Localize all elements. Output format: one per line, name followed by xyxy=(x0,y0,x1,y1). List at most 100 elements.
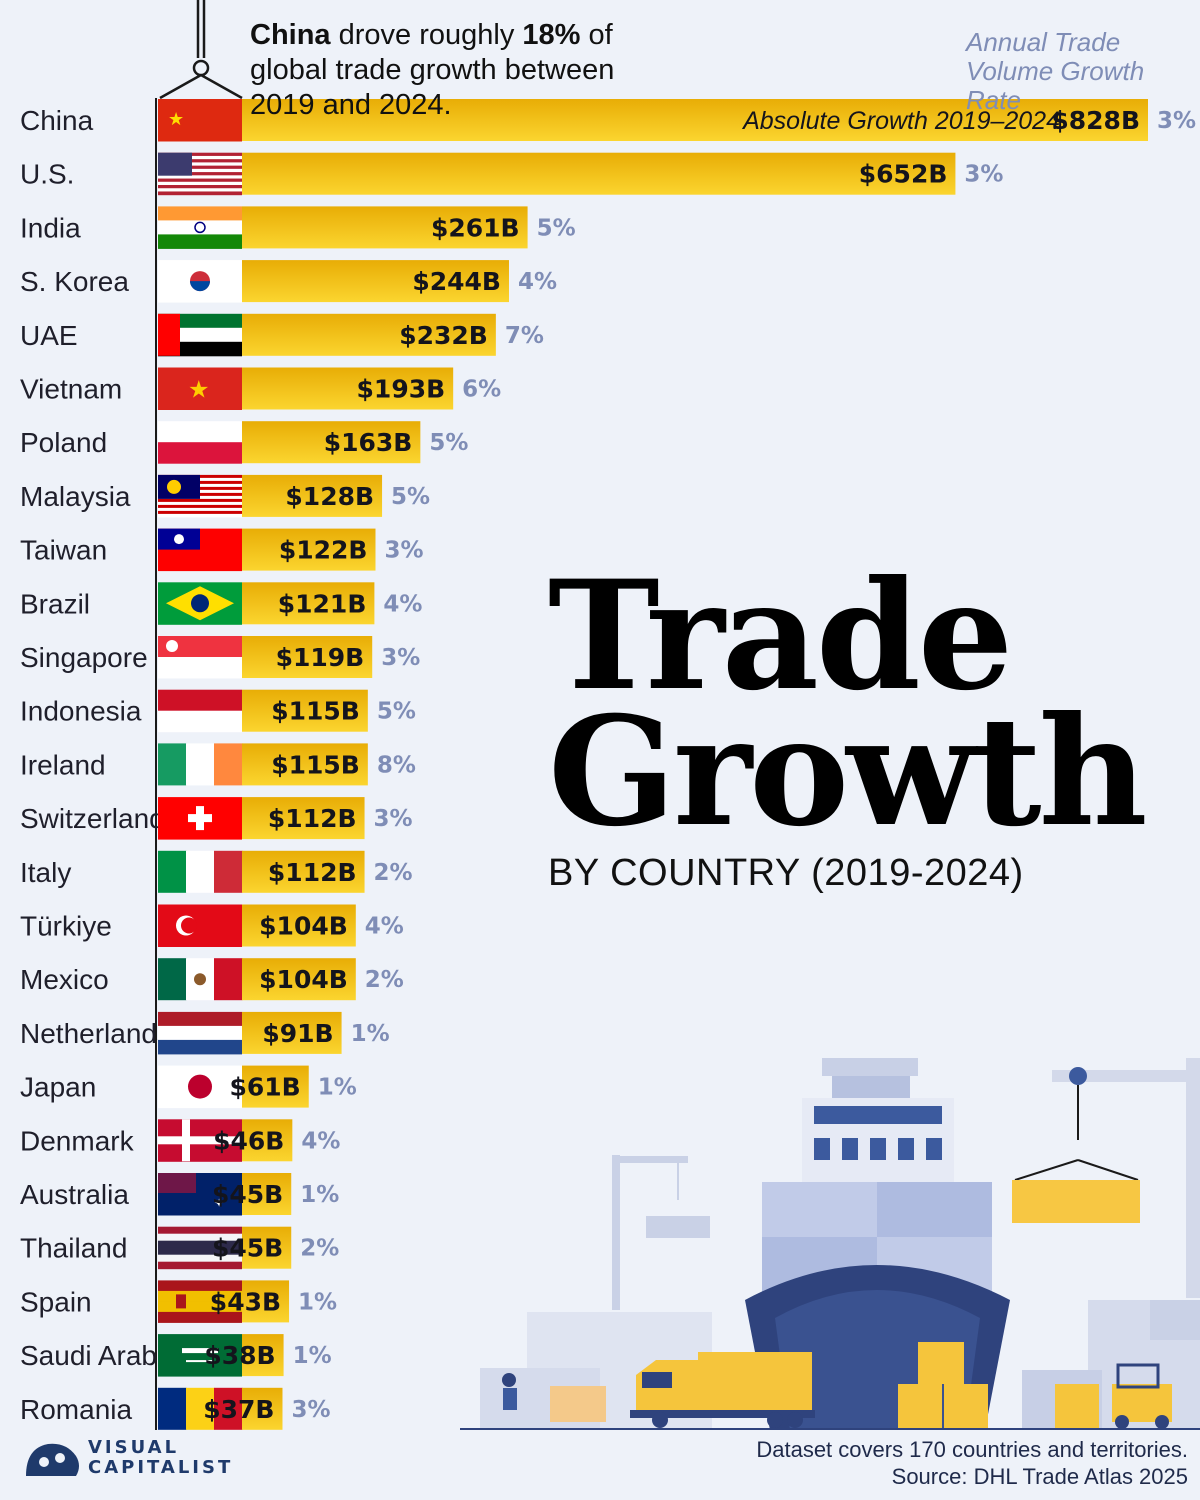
bar xyxy=(242,260,509,303)
bar xyxy=(242,689,368,732)
value-label: $45B xyxy=(212,1180,283,1209)
singapore-flag-icon xyxy=(158,636,242,679)
turkiye-flag-icon xyxy=(158,904,242,947)
country-label: Indonesia xyxy=(20,696,142,727)
value-label: $119B xyxy=(276,643,365,672)
italy-flag-icon xyxy=(158,850,243,893)
logo-icon xyxy=(26,1443,79,1476)
growth-rate-label: 1% xyxy=(300,1182,339,1208)
chart-subtitle: China drove roughly 18% of global trade … xyxy=(250,19,615,121)
growth-rate-label: 1% xyxy=(351,1021,390,1047)
country-label: Japan xyxy=(20,1072,96,1103)
bar xyxy=(242,99,1148,141)
growth-rate-label: 3% xyxy=(1157,108,1196,134)
country-label: Denmark xyxy=(20,1125,135,1156)
value-label: $193B xyxy=(357,375,446,404)
rate-legend: Annual Trade Volume Growth Rate xyxy=(966,27,1145,115)
country-label: UAE xyxy=(20,320,78,351)
china-flag-icon: ★ xyxy=(158,99,242,142)
crane-hook-icon xyxy=(159,0,243,100)
malaysia-flag-icon xyxy=(158,474,242,518)
country-label: Netherlands xyxy=(20,1018,171,1049)
netherlands-flag-icon xyxy=(158,1011,242,1055)
bar xyxy=(242,904,356,947)
country-label: Poland xyxy=(20,427,107,458)
country-label: China xyxy=(20,105,94,136)
bar xyxy=(242,743,368,786)
country-label: Ireland xyxy=(20,749,106,780)
south-korea-flag-icon xyxy=(158,260,242,303)
value-label: $828B xyxy=(1051,106,1140,135)
value-label: $652B xyxy=(859,160,948,189)
value-label: $112B xyxy=(268,804,357,833)
value-label: $46B xyxy=(213,1126,284,1155)
country-label: U.S. xyxy=(20,159,74,190)
country-label: Saudi Arabia xyxy=(20,1340,179,1371)
bar xyxy=(242,850,365,893)
growth-rate-label: 5% xyxy=(377,699,416,725)
country-label: Australia xyxy=(20,1179,129,1210)
denmark-flag-icon xyxy=(158,1119,242,1162)
value-label: $244B xyxy=(412,267,501,296)
bar xyxy=(242,958,356,1001)
svg-text:★: ★ xyxy=(168,109,184,130)
svg-text:✦: ✦ xyxy=(214,1196,224,1210)
bar xyxy=(242,1226,292,1269)
bar xyxy=(242,206,528,249)
country-label: Romania xyxy=(20,1394,132,1425)
growth-rate-label: 1% xyxy=(318,1075,357,1101)
value-label: $115B xyxy=(271,750,360,779)
growth-rate-label: 4% xyxy=(365,914,404,940)
value-label: $122B xyxy=(279,536,368,565)
country-label: Italy xyxy=(20,857,71,888)
country-label: Brazil xyxy=(20,588,90,619)
country-label: Spain xyxy=(20,1286,92,1317)
growth-rate-label: 1% xyxy=(298,1289,337,1315)
growth-rate-label: 2% xyxy=(300,1236,339,1262)
value-label: $61B xyxy=(229,1073,300,1102)
indonesia-flag-icon xyxy=(158,689,242,733)
bar xyxy=(242,1011,342,1054)
growth-rate-label: 2% xyxy=(365,967,404,993)
bar xyxy=(242,313,496,356)
country-label: Vietnam xyxy=(20,374,122,405)
ireland-flag-icon xyxy=(158,743,243,786)
value-label: $38B xyxy=(204,1341,275,1370)
country-label: India xyxy=(20,212,81,243)
country-label: Switzerland xyxy=(20,803,165,834)
value-label: $45B xyxy=(212,1234,283,1263)
switzerland-flag-icon xyxy=(158,797,242,840)
bar xyxy=(242,474,383,517)
port-illustration xyxy=(460,1058,1200,1430)
bar xyxy=(242,797,365,840)
country-label: Türkiye xyxy=(20,911,112,942)
bar xyxy=(242,636,373,678)
chart-footnote: Dataset covers 170 countries and territo… xyxy=(756,1437,1188,1489)
growth-rate-label: 3% xyxy=(384,538,423,564)
axis-line xyxy=(155,98,157,1430)
spain-flag-icon xyxy=(158,1280,242,1323)
bar xyxy=(242,582,375,625)
bar xyxy=(242,1173,292,1215)
australia-flag-icon: ✦ xyxy=(158,1173,242,1216)
romania-flag-icon xyxy=(158,1387,243,1430)
country-label: Taiwan xyxy=(20,535,107,566)
value-label: $232B xyxy=(399,321,488,350)
bar xyxy=(242,1334,284,1377)
growth-rate-label: 3% xyxy=(381,645,420,671)
us-flag-icon xyxy=(158,152,242,196)
value-label: $121B xyxy=(278,589,367,618)
country-label: Singapore xyxy=(20,642,148,673)
bar xyxy=(242,152,956,195)
title-subheading: BY COUNTRY (2019-2024) xyxy=(548,852,1024,894)
bar xyxy=(242,367,454,410)
growth-rate-label: 3% xyxy=(374,806,413,832)
value-label: $163B xyxy=(324,428,413,457)
bar xyxy=(242,1065,309,1108)
page-title: Trade Growth xyxy=(548,548,1148,860)
japan-flag-icon xyxy=(158,1065,242,1109)
taiwan-flag-icon xyxy=(158,528,242,572)
bar xyxy=(242,1387,283,1430)
country-label: Thailand xyxy=(20,1233,127,1264)
